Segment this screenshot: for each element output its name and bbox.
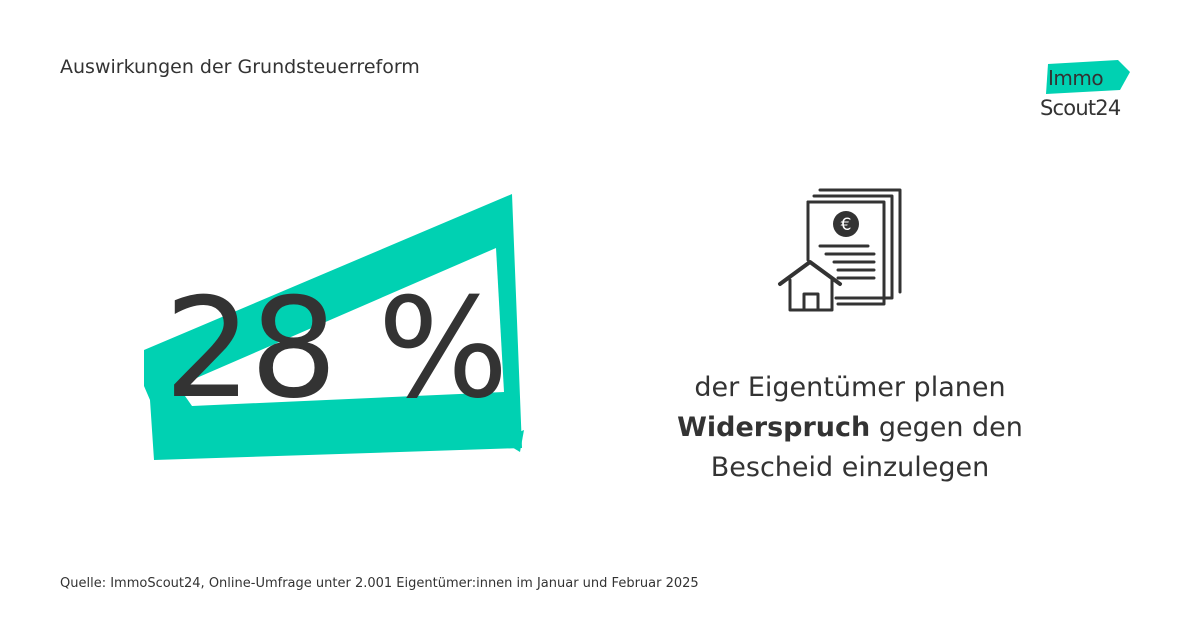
stat-highlight: 28 % xyxy=(140,190,530,465)
stat-description: der Eigentümer planen Widerspruch gegen … xyxy=(660,368,1040,488)
stat-description-line2-rest: gegen den xyxy=(878,412,1023,443)
source-note: Quelle: ImmoScout24, Online-Umfrage unte… xyxy=(60,576,699,591)
stat-description-line2: Widerspruch gegen den xyxy=(660,408,1040,448)
euro-symbol: € xyxy=(841,215,852,235)
page-subtitle: Auswirkungen der Grundsteuerreform xyxy=(60,56,420,78)
stat-description-line3: Bescheid einzulegen xyxy=(710,452,990,483)
stat-description-line1: der Eigentümer planen xyxy=(694,372,1006,403)
logo-accent-shape xyxy=(1046,60,1130,94)
stat-description-bold: Widerspruch xyxy=(677,412,871,443)
stat-value: 28 % xyxy=(164,268,509,429)
immoscout24-logo: Immo Scout24 xyxy=(1036,60,1146,124)
tax-document-house-icon: € xyxy=(776,186,906,316)
logo-text-scout24: Scout24 xyxy=(1040,96,1121,120)
logo-text-immo: Immo xyxy=(1048,66,1104,90)
brush-stroke-frame xyxy=(144,194,524,460)
